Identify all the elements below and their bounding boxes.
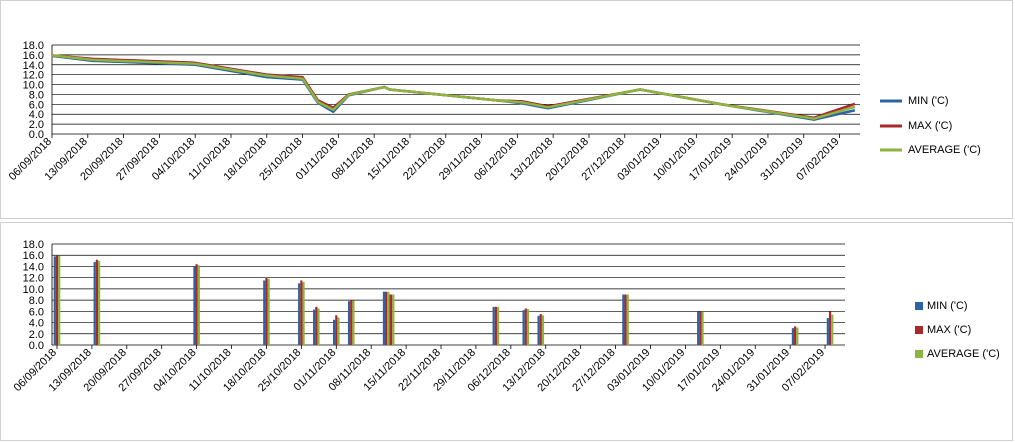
y-tick-label: 8.0 bbox=[29, 89, 44, 101]
legend-label: MIN ('C) bbox=[927, 300, 968, 312]
bar bbox=[335, 315, 338, 345]
legend-label: AVERAGE ('C) bbox=[927, 348, 1000, 360]
bar bbox=[97, 260, 101, 345]
bar bbox=[526, 309, 530, 345]
y-tick-label: 6.0 bbox=[29, 306, 44, 318]
y-tick-label: 14.0 bbox=[23, 60, 44, 72]
bar bbox=[624, 294, 627, 345]
y-tick-label: 14.0 bbox=[23, 261, 44, 273]
y-tick-label: 0.0 bbox=[29, 340, 44, 352]
bar bbox=[522, 310, 525, 345]
bar bbox=[95, 259, 98, 345]
y-tick-label: 10.0 bbox=[23, 80, 44, 92]
bar bbox=[337, 317, 340, 345]
bar bbox=[828, 311, 832, 345]
y-tick-label: 8.0 bbox=[29, 295, 44, 307]
y-tick-label: 16.0 bbox=[23, 250, 44, 262]
y-tick-label: 12.0 bbox=[23, 273, 44, 285]
bar bbox=[541, 315, 545, 345]
y-tick-label: 18.0 bbox=[23, 239, 44, 251]
bar bbox=[313, 309, 316, 345]
y-tick-label: 4.0 bbox=[29, 318, 44, 330]
bar bbox=[197, 265, 200, 345]
bar bbox=[524, 308, 527, 345]
y-tick-label: 4.0 bbox=[29, 109, 44, 121]
bar bbox=[352, 300, 355, 345]
legend: MIN ('C) MAX ('C) AVERAGE ('C) bbox=[880, 95, 981, 156]
bar bbox=[494, 306, 497, 345]
legend-label: MAX ('C) bbox=[927, 324, 971, 336]
bar bbox=[392, 294, 395, 345]
bar bbox=[263, 280, 266, 345]
y-tick-label: 2.0 bbox=[29, 329, 44, 341]
legend: MIN ('C) MAX ('C) AVERAGE ('C) bbox=[915, 300, 1000, 360]
y-tick-label: 0.0 bbox=[29, 129, 44, 141]
y-tick-label: 16.0 bbox=[23, 50, 44, 62]
chart-frame bbox=[0, 222, 1013, 441]
bar bbox=[826, 318, 829, 345]
bar bbox=[791, 328, 795, 345]
bar bbox=[93, 261, 96, 345]
bar bbox=[58, 255, 61, 345]
bar bbox=[298, 283, 301, 345]
y-tick-label: 2.0 bbox=[29, 119, 44, 131]
bar bbox=[265, 277, 268, 345]
y-tick-label: 18.0 bbox=[23, 40, 44, 52]
bar bbox=[496, 306, 500, 345]
bar bbox=[53, 256, 56, 345]
bar bbox=[626, 294, 629, 345]
legend-label: MAX ('C) bbox=[908, 120, 952, 132]
bar bbox=[390, 294, 393, 345]
bar bbox=[699, 311, 702, 345]
bar bbox=[539, 314, 542, 345]
legend-label: MIN ('C) bbox=[908, 95, 949, 107]
bar bbox=[701, 311, 704, 345]
y-tick-label: 6.0 bbox=[29, 99, 44, 111]
bar bbox=[315, 306, 318, 345]
bar bbox=[193, 266, 196, 345]
bar bbox=[302, 282, 305, 345]
bar bbox=[195, 264, 198, 345]
bar bbox=[796, 327, 799, 345]
bar bbox=[332, 319, 336, 345]
bar bbox=[387, 291, 390, 345]
y-tick-label: 12.0 bbox=[23, 70, 44, 82]
bar bbox=[622, 294, 625, 345]
legend-label: AVERAGE ('C) bbox=[908, 144, 981, 156]
bar bbox=[300, 280, 303, 345]
bar bbox=[350, 300, 353, 345]
y-tick-label: 10.0 bbox=[23, 284, 44, 296]
bar bbox=[385, 291, 388, 345]
bar bbox=[492, 306, 495, 345]
chart-frame bbox=[0, 0, 1013, 219]
legend-swatch bbox=[915, 350, 923, 358]
bar bbox=[537, 315, 540, 345]
bar bbox=[55, 255, 59, 345]
bar bbox=[697, 311, 700, 345]
bar bbox=[267, 278, 270, 345]
bar bbox=[347, 301, 351, 345]
bar bbox=[831, 314, 834, 345]
bar bbox=[382, 291, 386, 345]
legend-swatch bbox=[915, 302, 923, 310]
legend-swatch bbox=[915, 326, 923, 334]
bar bbox=[794, 326, 797, 345]
bar bbox=[317, 308, 320, 345]
series-line bbox=[51, 54, 856, 120]
